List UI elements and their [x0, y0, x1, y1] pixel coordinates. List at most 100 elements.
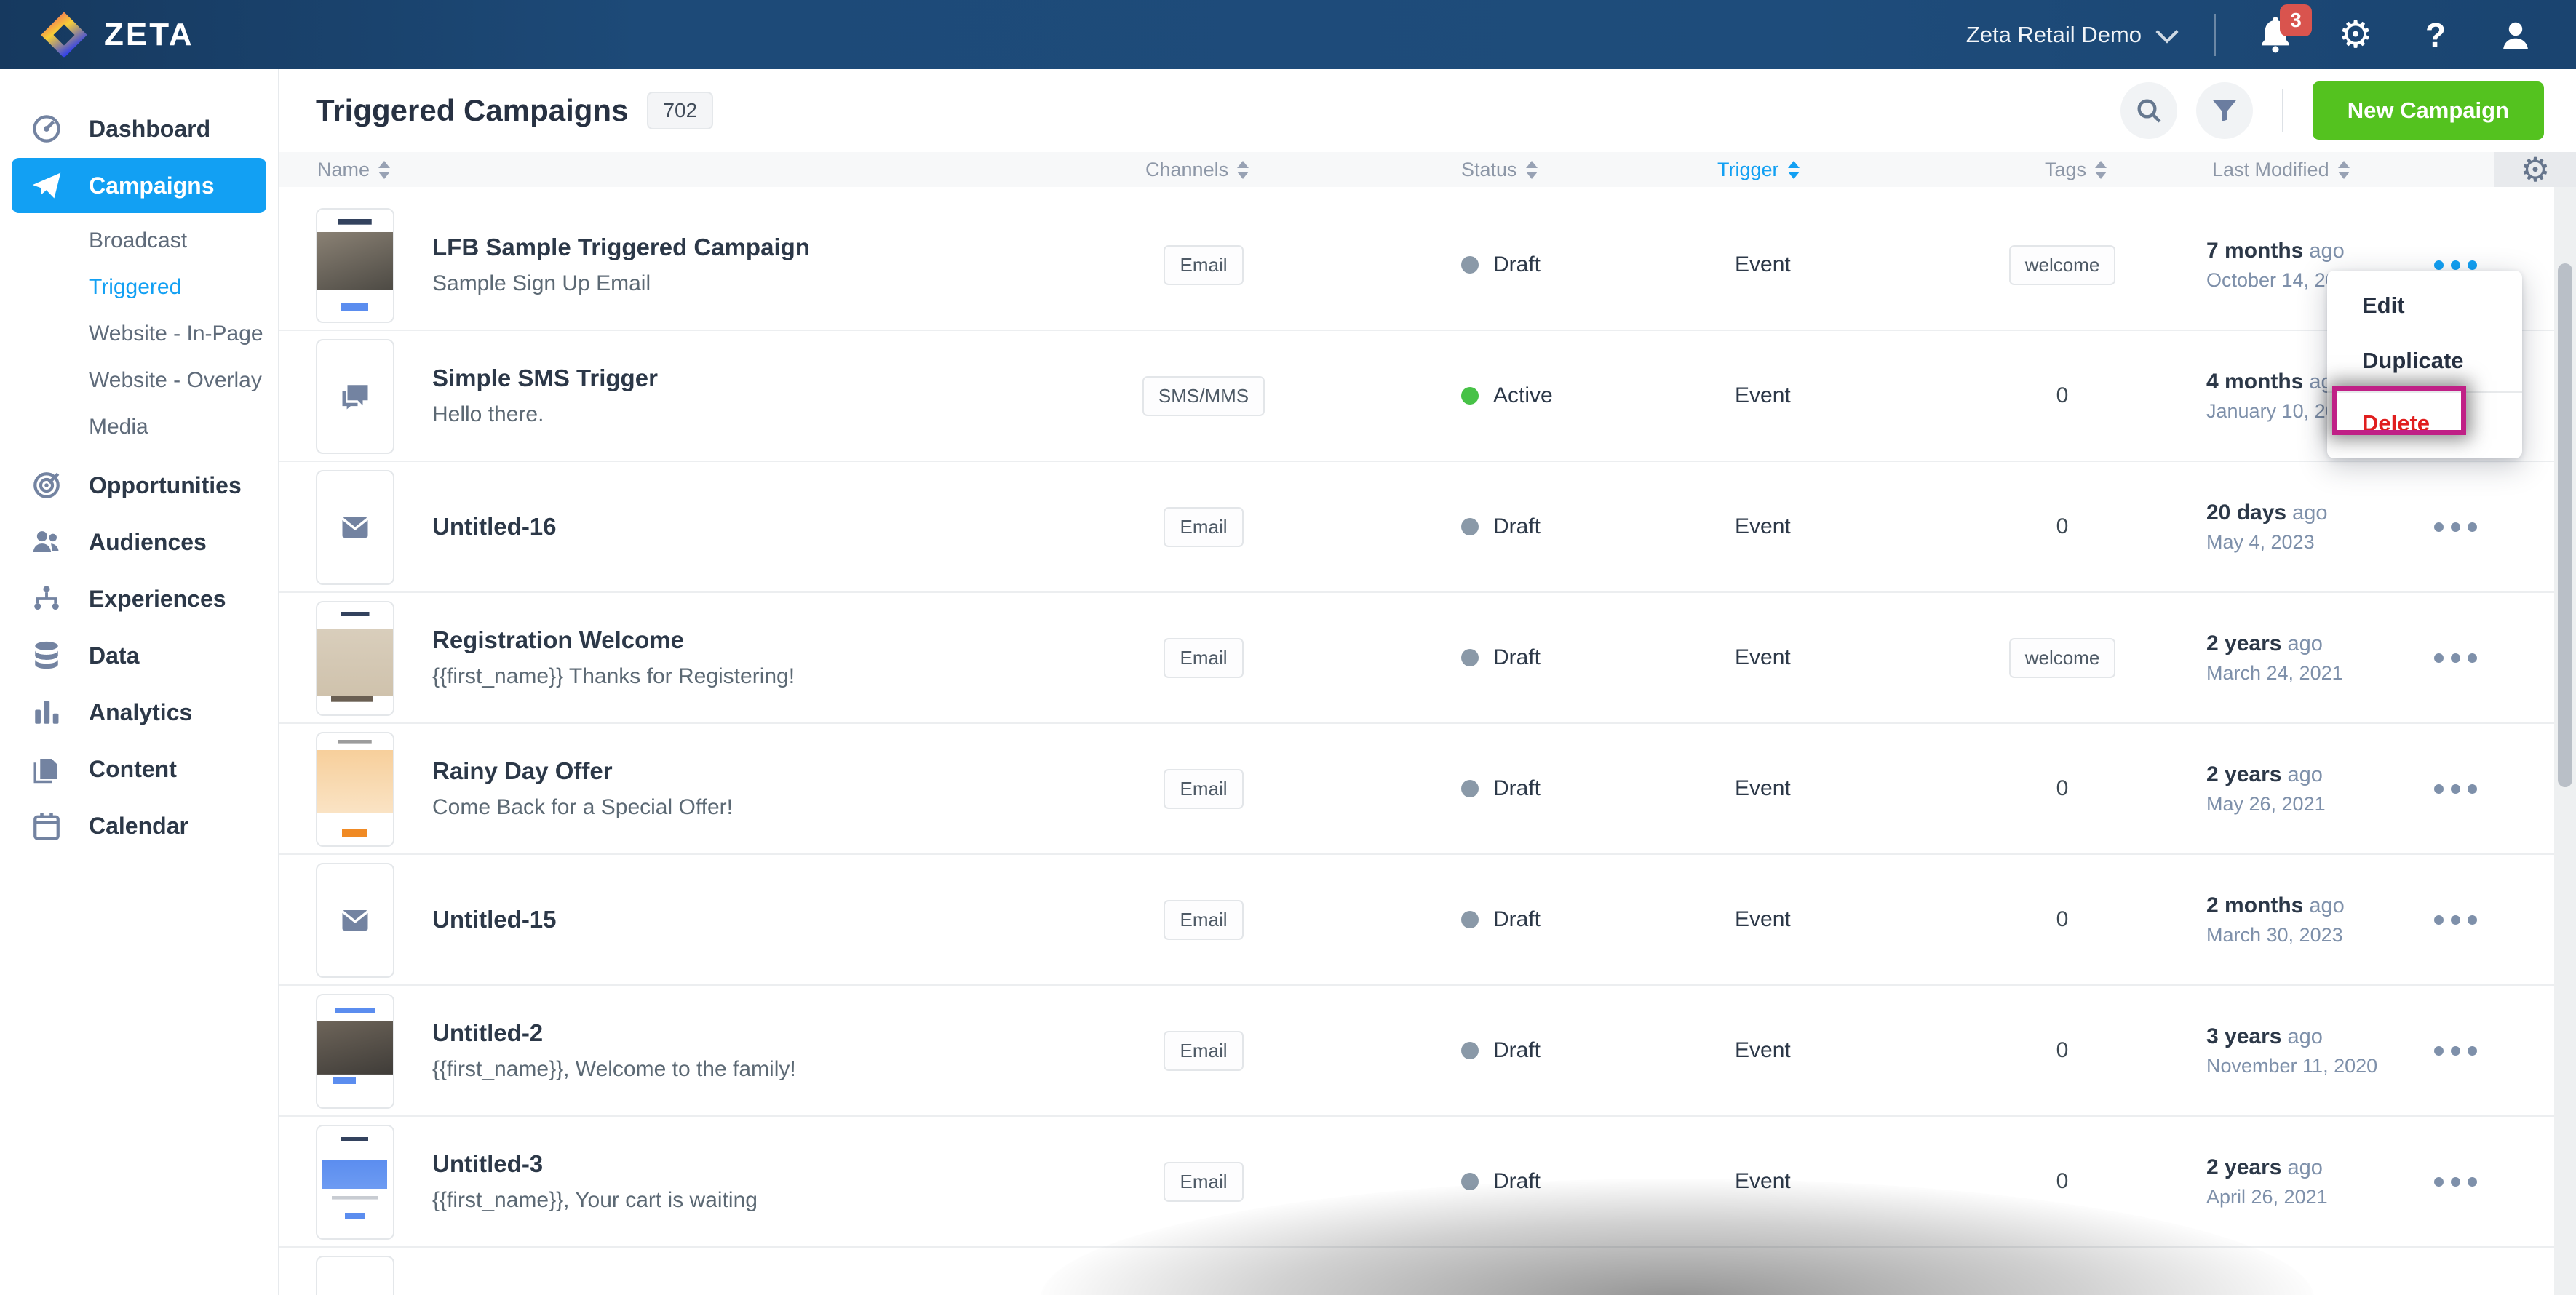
context-menu-item-duplicate[interactable]: Duplicate — [2362, 348, 2464, 373]
row-actions-button[interactable] — [2404, 986, 2506, 1115]
calendar-icon — [31, 810, 63, 841]
notification-count-badge: 3 — [2280, 4, 2312, 36]
new-campaign-button[interactable]: New Campaign — [2312, 81, 2544, 140]
paper-plane-icon — [31, 170, 63, 201]
modified-ago-label: ago — [2287, 762, 2323, 786]
settings-button[interactable]: ⚙ — [2335, 15, 2376, 55]
gear-icon: ⚙ — [2338, 13, 2373, 56]
user-menu-button[interactable] — [2495, 15, 2536, 55]
sidebar-item-label: Opportunities — [89, 471, 242, 498]
sidebar-item-campaigns[interactable]: Campaigns — [12, 158, 266, 213]
table-row[interactable]: LFB Sample Triggered Campaign Sample Sig… — [279, 200, 2576, 331]
row-actions-button[interactable] — [2404, 1117, 2506, 1246]
modified-relative: 20 days — [2206, 500, 2287, 525]
sort-arrows-icon — [2095, 160, 2107, 179]
campaign-title[interactable]: LFB Sample Triggered Campaign — [432, 234, 810, 260]
row-actions-button[interactable] — [2404, 462, 2506, 591]
filter-button[interactable] — [2195, 82, 2253, 139]
sidebar-item-data[interactable]: Data — [12, 628, 266, 683]
campaign-thumbnail[interactable] — [316, 208, 394, 323]
notifications-button[interactable]: 3 — [2255, 4, 2312, 55]
table-row[interactable]: Untitled-2 {{first_name}}, Welcome to th… — [279, 986, 2576, 1117]
table-row[interactable]: Untitled-15 Email Draft Event 0 2 months… — [279, 855, 2576, 986]
tags-value: 0 — [2056, 907, 2069, 931]
campaign-title[interactable]: Untitled-15 — [432, 906, 557, 933]
chat-bubbles-icon[interactable] — [316, 339, 394, 454]
campaign-title[interactable]: Untitled-16 — [432, 513, 557, 540]
row-context-menu: Edit Duplicate Delete — [2327, 271, 2522, 458]
table-row[interactable]: SMS Message — [279, 1248, 2576, 1295]
status-dot-icon — [1461, 649, 1479, 666]
status-dot-icon — [1461, 1173, 1479, 1190]
campaign-title[interactable]: Untitled-2 — [432, 1019, 544, 1046]
column-header-trigger[interactable]: Trigger — [1717, 152, 1800, 187]
column-header-tags[interactable]: Tags — [2045, 152, 2107, 187]
sidebar-item-analytics[interactable]: Analytics — [12, 685, 266, 740]
sidebar-item-calendar[interactable]: Calendar — [12, 798, 266, 853]
scrollbar-track[interactable] — [2554, 187, 2576, 1295]
campaigns-table: ⚙ Name Channels Status Trigger Tags Last Modi… — [279, 152, 2576, 1295]
status-label: Draft — [1493, 907, 1541, 931]
sidebar-subitem-website-overlay[interactable]: Website - Overlay — [89, 368, 262, 392]
column-header-last-modified[interactable]: Last Modified — [2212, 152, 2350, 187]
sort-arrows-icon — [1237, 160, 1249, 179]
sidebar: Dashboard Campaigns Broadcast Triggered We… — [0, 69, 279, 1295]
envelope-icon[interactable] — [316, 863, 394, 978]
campaign-thumbnail[interactable] — [316, 732, 394, 847]
row-actions-button[interactable] — [2404, 593, 2506, 722]
account-switcher[interactable]: Zeta Retail Demo — [1966, 20, 2179, 48]
modified-date: May 26, 2021 — [2206, 792, 2326, 815]
trigger-value: Event — [1735, 514, 1791, 538]
modified-date: April 26, 2021 — [2206, 1185, 2328, 1208]
sidebar-subitem-triggered[interactable]: Triggered — [89, 275, 182, 299]
status-label: Draft — [1493, 1038, 1541, 1062]
column-header-channels[interactable]: Channels — [1145, 152, 1249, 187]
row-actions-button[interactable] — [2404, 724, 2506, 853]
sidebar-subitem-website-in-page[interactable]: Website - In-Page — [89, 322, 263, 346]
campaign-thumbnail[interactable] — [316, 601, 394, 716]
column-header-name[interactable]: Name — [317, 152, 391, 187]
table-row[interactable]: Rainy Day Offer Come Back for a Special … — [279, 724, 2576, 855]
campaign-subtitle: {{first_name}}, Welcome to the family! — [432, 1057, 796, 1081]
context-menu-item-delete[interactable]: Delete — [2362, 410, 2430, 436]
row-actions-button[interactable] — [2404, 200, 2506, 330]
campaign-thumbnail[interactable] — [316, 1256, 394, 1295]
target-icon — [31, 470, 63, 501]
column-header-status[interactable]: Status — [1461, 152, 1538, 187]
table-row[interactable]: Untitled-16 Email Draft Event 0 20 days … — [279, 462, 2576, 593]
status-label: Draft — [1493, 514, 1541, 538]
row-actions-button[interactable] — [2404, 855, 2506, 984]
modified-date: May 4, 2023 — [2206, 530, 2315, 553]
campaign-title[interactable]: Rainy Day Offer — [432, 757, 613, 784]
sidebar-item-dashboard[interactable]: Dashboard — [12, 101, 266, 156]
campaign-title[interactable]: Simple SMS Trigger — [432, 364, 658, 391]
envelope-icon[interactable] — [316, 470, 394, 585]
zeta-logo[interactable]: ZETA — [40, 11, 194, 59]
sidebar-item-experiences[interactable]: Experiences — [12, 571, 266, 626]
sort-arrows-icon — [2337, 160, 2350, 179]
scrollbar-thumb[interactable] — [2558, 263, 2572, 787]
search-button[interactable] — [2120, 82, 2177, 139]
sidebar-item-audiences[interactable]: Audiences — [12, 514, 266, 570]
campaign-title[interactable]: Registration Welcome — [432, 626, 684, 653]
column-settings-button[interactable]: ⚙ — [2494, 152, 2576, 187]
sidebar-item-content[interactable]: Content — [12, 741, 266, 797]
table-row[interactable]: Simple SMS Trigger Hello there. SMS/MMS … — [279, 331, 2576, 462]
email-cookware-photo-thumbnail — [317, 995, 393, 1107]
campaign-thumbnail[interactable] — [316, 994, 394, 1109]
help-button[interactable]: ? — [2415, 15, 2456, 55]
context-menu-item-edit[interactable]: Edit — [2362, 292, 2405, 318]
tags-value: welcome — [1975, 200, 2150, 330]
table-row[interactable]: Registration Welcome {{first_name}} Than… — [279, 593, 2576, 724]
sidebar-item-opportunities[interactable]: Opportunities — [12, 458, 266, 513]
campaign-subtitle: {{first_name}}, Your cart is waiting — [432, 1188, 758, 1212]
campaign-thumbnail[interactable] — [316, 1125, 394, 1240]
campaign-title[interactable]: Untitled-3 — [432, 1150, 544, 1177]
sidebar-subitem-broadcast[interactable]: Broadcast — [89, 228, 188, 252]
modified-ago-label: ago — [2309, 893, 2345, 917]
flow-icon — [31, 583, 63, 614]
trigger-value: Event — [1735, 252, 1791, 276]
sidebar-subitem-media[interactable]: Media — [89, 415, 148, 439]
table-header: ⚙ Name Channels Status Trigger Tags Last Modi… — [279, 152, 2576, 187]
table-row[interactable]: Untitled-3 {{first_name}}, Your cart is … — [279, 1117, 2576, 1248]
